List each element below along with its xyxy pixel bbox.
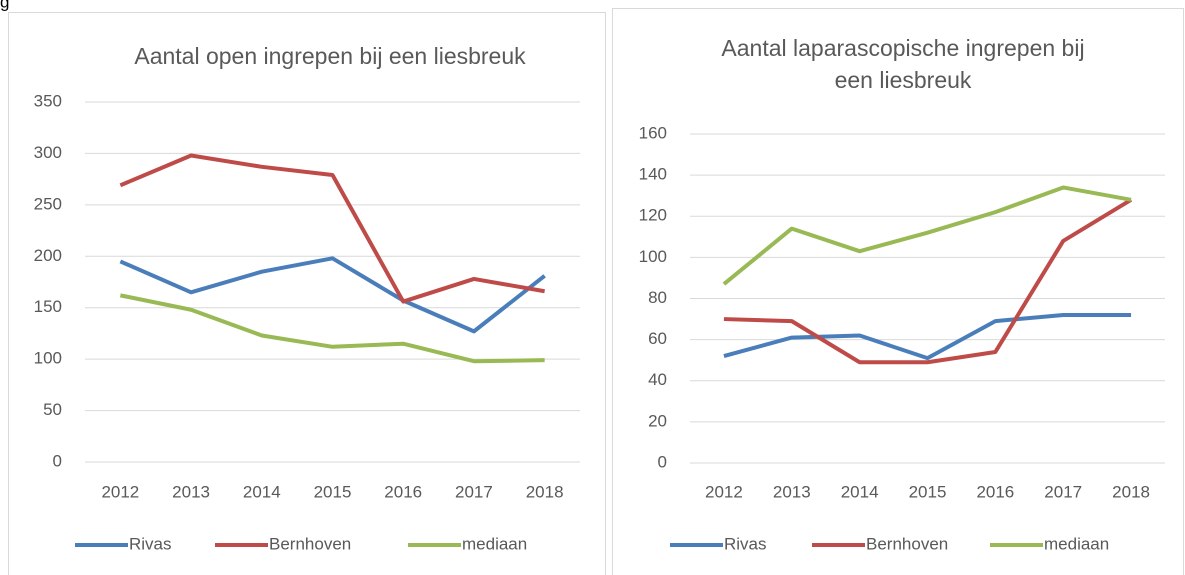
heading-fragment: g xyxy=(0,0,9,11)
y-tick-label: 50 xyxy=(43,400,62,419)
y-tick-label: 150 xyxy=(34,297,62,316)
x-tick-label: 2018 xyxy=(526,482,564,501)
series-line xyxy=(723,198,1133,365)
y-tick-label: 300 xyxy=(34,143,62,162)
y-tick-label: 160 xyxy=(639,123,667,142)
y-tick-label: 0 xyxy=(53,451,62,470)
y-tick-label: 140 xyxy=(639,165,667,184)
x-tick-label: 2014 xyxy=(841,482,879,501)
series-line xyxy=(722,185,1132,286)
y-tick-label: 250 xyxy=(34,194,62,213)
legend-label: Rivas xyxy=(724,534,767,553)
x-tick-label: 2013 xyxy=(773,482,811,501)
x-tick-label: 2014 xyxy=(243,482,281,501)
x-tick-label: 2013 xyxy=(172,482,210,501)
y-tick-label: 0 xyxy=(658,452,667,471)
x-tick-label: 2016 xyxy=(976,482,1014,501)
x-tick-label: 2018 xyxy=(1112,482,1150,501)
y-tick-label: 100 xyxy=(639,247,667,266)
x-tick-label: 2015 xyxy=(909,482,947,501)
legend-label: Bernhoven xyxy=(866,534,948,553)
y-tick-label: 60 xyxy=(648,329,667,348)
chart-title: Aantal open ingrepen bij een liesbreuk xyxy=(134,43,526,69)
series-line xyxy=(119,293,545,364)
chart-border xyxy=(8,12,606,575)
y-tick-label: 80 xyxy=(648,288,667,307)
x-tick-label: 2012 xyxy=(101,482,139,501)
series-line xyxy=(119,256,546,334)
x-tick-label: 2017 xyxy=(1044,482,1082,501)
x-tick-label: 2012 xyxy=(705,482,743,501)
legend-label: mediaan xyxy=(462,534,527,553)
x-tick-label: 2015 xyxy=(314,482,352,501)
chart-title: Aantal laparascopische ingrepen bij xyxy=(721,35,1084,61)
y-tick-label: 350 xyxy=(34,91,62,110)
series-line xyxy=(723,312,1132,361)
y-tick-label: 200 xyxy=(34,246,62,265)
y-tick-label: 20 xyxy=(648,411,667,430)
chart-border xyxy=(612,8,1184,575)
y-tick-label: 120 xyxy=(639,206,667,225)
x-tick-label: 2017 xyxy=(455,482,493,501)
legend-label: mediaan xyxy=(1044,534,1109,553)
y-tick-label: 40 xyxy=(648,370,667,389)
chart-title: een liesbreuk xyxy=(835,67,972,93)
x-tick-label: 2016 xyxy=(384,482,422,501)
series-line xyxy=(119,153,545,304)
legend-label: Rivas xyxy=(129,534,172,553)
y-tick-label: 100 xyxy=(34,349,62,368)
legend-label: Bernhoven xyxy=(269,534,351,553)
